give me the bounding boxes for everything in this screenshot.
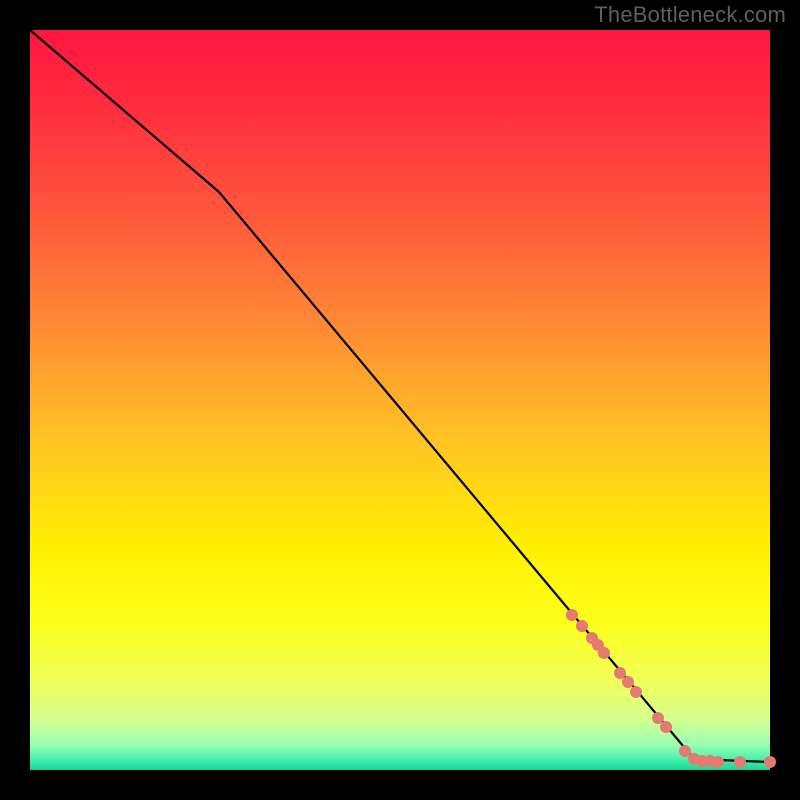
data-marker [598,647,610,659]
watermark-text: TheBottleneck.com [594,2,786,28]
data-marker [652,712,664,724]
data-marker [764,756,776,768]
data-marker [660,721,672,733]
data-marker [630,686,642,698]
data-marker [712,756,724,768]
bottleneck-chart [0,0,800,800]
data-marker [576,620,588,632]
data-marker [566,609,578,621]
data-marker [614,667,626,679]
data-marker [622,676,634,688]
plot-background [30,30,770,770]
data-marker [679,745,691,757]
data-marker [734,756,746,768]
